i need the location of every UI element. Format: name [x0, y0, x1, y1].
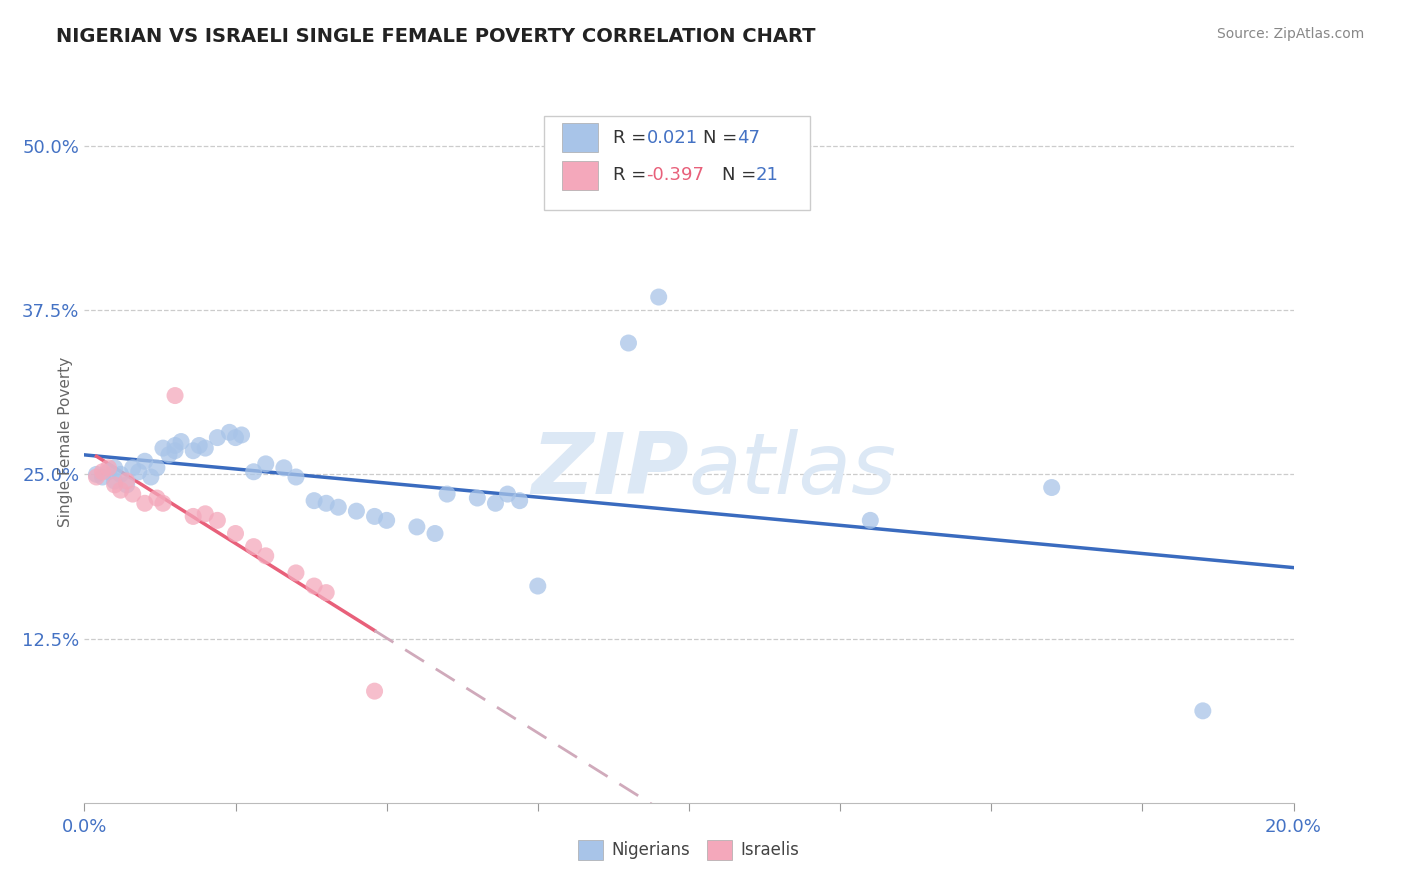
Point — [181, 509, 204, 524]
Point — [1040, 481, 1063, 495]
Point — [285, 566, 308, 580]
Text: N =: N = — [721, 166, 762, 185]
Point — [346, 504, 368, 518]
Point — [86, 470, 108, 484]
Text: ZIP: ZIP — [531, 429, 689, 512]
Point — [104, 474, 127, 488]
Point — [302, 579, 325, 593]
Point — [302, 493, 325, 508]
Point — [139, 470, 162, 484]
Point — [509, 493, 531, 508]
Point — [165, 443, 187, 458]
Text: Source: ZipAtlas.com: Source: ZipAtlas.com — [1216, 27, 1364, 41]
Point — [859, 513, 882, 527]
Point — [188, 438, 211, 452]
Text: 0.021: 0.021 — [647, 128, 697, 146]
FancyBboxPatch shape — [562, 123, 599, 153]
Point — [110, 467, 132, 482]
Point — [134, 496, 156, 510]
Point — [104, 478, 127, 492]
Text: R =: R = — [613, 128, 652, 146]
Point — [97, 465, 120, 479]
Point — [104, 460, 127, 475]
Point — [225, 526, 247, 541]
Point — [157, 448, 180, 462]
Point — [152, 441, 174, 455]
Point — [423, 526, 446, 541]
Point — [165, 388, 187, 402]
FancyBboxPatch shape — [544, 117, 810, 211]
Point — [231, 428, 253, 442]
Point — [484, 496, 506, 510]
Point — [242, 465, 264, 479]
Point — [128, 465, 150, 479]
Point — [115, 474, 138, 488]
Point — [375, 513, 398, 527]
Point — [315, 496, 337, 510]
Point — [165, 438, 187, 452]
Point — [110, 483, 132, 497]
Text: NIGERIAN VS ISRAELI SINGLE FEMALE POVERTY CORRELATION CHART: NIGERIAN VS ISRAELI SINGLE FEMALE POVERT… — [56, 27, 815, 45]
Point — [207, 513, 229, 527]
Point — [617, 336, 640, 351]
Point — [648, 290, 671, 304]
Point — [115, 478, 138, 492]
Point — [121, 487, 143, 501]
Point — [146, 491, 169, 505]
Point — [194, 507, 217, 521]
Point — [467, 491, 489, 505]
Point — [254, 549, 277, 563]
Point — [91, 465, 114, 479]
Point — [527, 579, 550, 593]
Point — [152, 496, 174, 510]
Point — [207, 431, 229, 445]
Point — [436, 487, 458, 501]
Point — [121, 460, 143, 475]
Point — [170, 434, 193, 449]
Point — [97, 460, 120, 475]
Point — [496, 487, 519, 501]
Point — [225, 431, 247, 445]
Point — [363, 684, 385, 698]
Point — [181, 443, 204, 458]
Point — [315, 585, 337, 599]
Point — [254, 457, 277, 471]
Point — [146, 460, 169, 475]
FancyBboxPatch shape — [562, 161, 599, 190]
Text: 21: 21 — [755, 166, 779, 185]
Point — [273, 460, 295, 475]
Legend: Nigerians, Israelis: Nigerians, Israelis — [572, 833, 806, 867]
Point — [328, 500, 350, 515]
Point — [363, 509, 385, 524]
Point — [218, 425, 240, 440]
Text: 47: 47 — [737, 128, 761, 146]
Text: R =: R = — [613, 166, 652, 185]
Text: N =: N = — [703, 128, 744, 146]
Point — [194, 441, 217, 455]
Y-axis label: Single Female Poverty: Single Female Poverty — [58, 357, 73, 526]
Point — [86, 467, 108, 482]
Point — [285, 470, 308, 484]
Point — [1192, 704, 1215, 718]
Text: atlas: atlas — [689, 429, 897, 512]
Point — [91, 470, 114, 484]
Point — [406, 520, 429, 534]
Text: -0.397: -0.397 — [647, 166, 704, 185]
Point — [134, 454, 156, 468]
Point — [242, 540, 264, 554]
